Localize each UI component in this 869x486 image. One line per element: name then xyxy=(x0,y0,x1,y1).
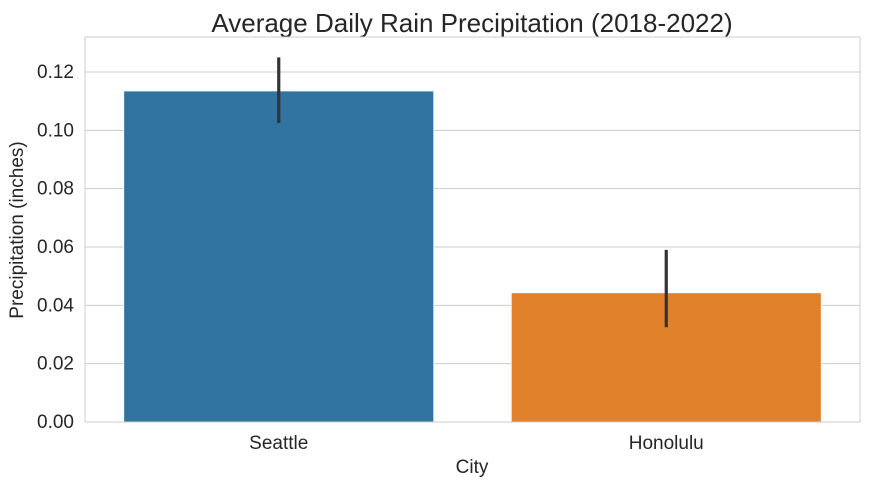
x-tick-labels: Seattle Honolulu xyxy=(249,433,704,454)
bar-seattle xyxy=(123,90,435,423)
y-tick-labels: 0.00 0.02 0.04 0.06 0.08 0.10 0.12 xyxy=(37,62,74,433)
y-tick-label: 0.10 xyxy=(37,120,74,141)
error-bars-layer xyxy=(277,57,668,328)
y-axis-label: Precipitation (inches) xyxy=(7,141,28,318)
plot-frame xyxy=(84,36,861,423)
y-tick-label: 0.08 xyxy=(37,179,74,200)
x-axis-label: City xyxy=(456,457,489,478)
y-tick-label: 0.04 xyxy=(37,295,74,316)
x-tick-label: Seattle xyxy=(249,433,308,454)
y-tick-label: 0.00 xyxy=(37,412,74,433)
bars-layer xyxy=(123,90,822,423)
y-tick-label: 0.02 xyxy=(37,354,74,375)
chart-title: Average Daily Rain Precipitation (2018-2… xyxy=(211,8,732,38)
x-tick-label: Honolulu xyxy=(629,433,704,454)
y-tick-label: 0.12 xyxy=(37,62,74,83)
y-tick-label: 0.06 xyxy=(37,237,74,258)
